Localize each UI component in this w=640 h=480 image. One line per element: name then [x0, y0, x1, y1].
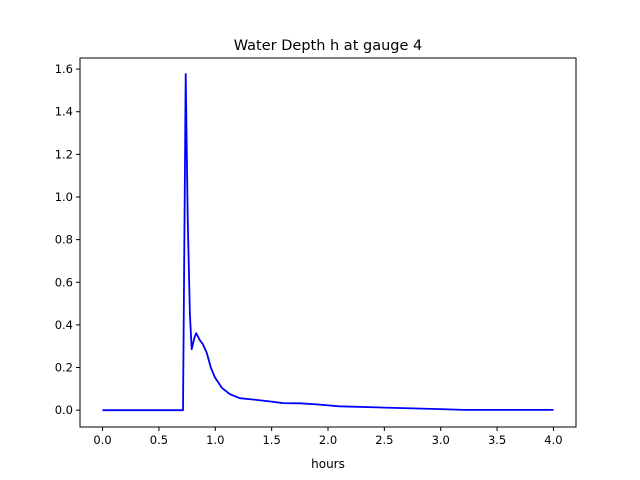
y-tick-label: 1.2 [55, 147, 73, 161]
y-tick-label: 0.8 [55, 233, 73, 247]
chart-title: Water Depth h at gauge 4 [234, 38, 422, 54]
y-tick-label: 0.0 [55, 403, 73, 417]
axes-frame [79, 57, 577, 428]
x-tick-label: 2.0 [319, 433, 337, 447]
x-axis-label: hours [311, 457, 345, 471]
x-tick-label: 0.5 [150, 433, 168, 447]
y-tick-label: 1.4 [55, 105, 73, 119]
plot-area [102, 73, 554, 412]
x-tick-label: 1.0 [206, 433, 224, 447]
x-tick-label: 1.5 [262, 433, 280, 447]
x-tick-label: 3.5 [488, 433, 506, 447]
x-axis: 0.0 0.5 1.0 1.5 2.0 2.5 3.0 3.5 4.0 [93, 427, 563, 447]
x-tick-label: 0.0 [93, 433, 111, 447]
y-tick-label: 0.4 [55, 318, 73, 332]
y-axis: 0.0 0.2 0.4 0.6 0.8 1.0 1.2 1.4 1.6 [55, 62, 80, 417]
series-line-h [102, 73, 554, 412]
y-tick-label: 0.2 [55, 361, 73, 375]
x-tick-label: 2.5 [375, 433, 393, 447]
y-tick-label: 1.0 [55, 190, 73, 204]
x-tick-label: 4.0 [544, 433, 562, 447]
y-tick-label: 1.6 [55, 62, 73, 76]
y-tick-label: 0.6 [55, 275, 73, 289]
x-tick-label: 3.0 [432, 433, 450, 447]
